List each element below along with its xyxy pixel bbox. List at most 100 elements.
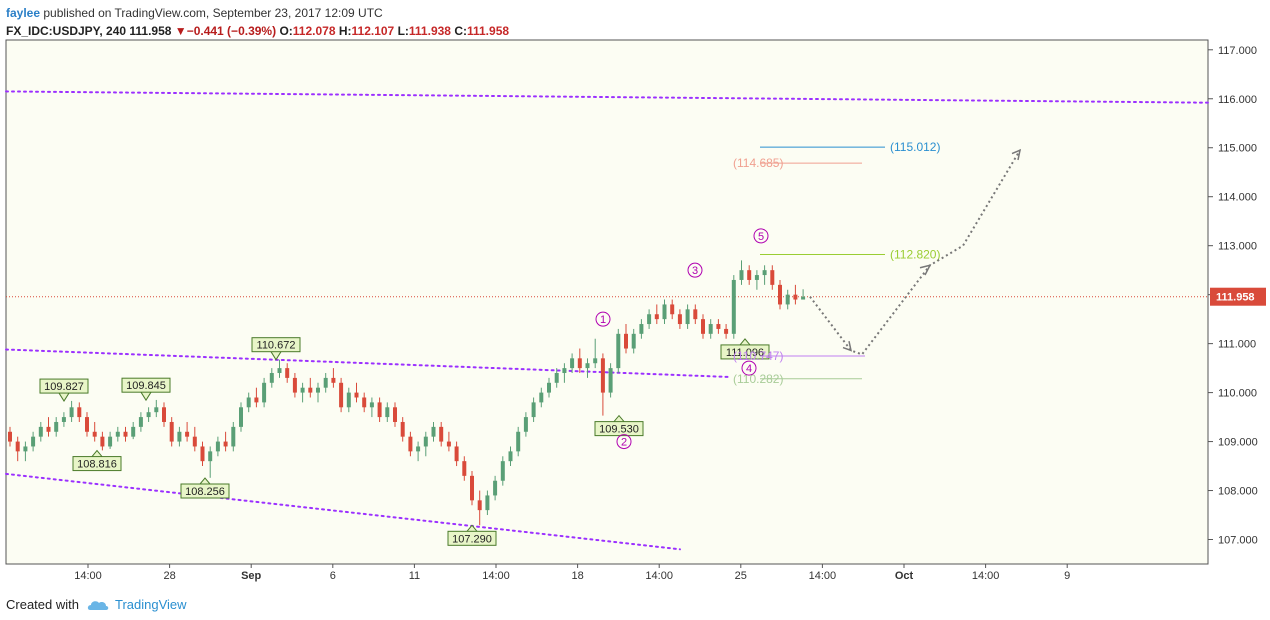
price-label-pointer: [739, 338, 751, 346]
middle-channel: [5, 348, 729, 378]
candle-body: [631, 333, 636, 349]
tradingview-logo[interactable]: TradingView: [87, 597, 187, 612]
plot-area[interactable]: [5, 39, 1209, 565]
candle-body: [400, 421, 405, 437]
chart-header: faylee published on TradingView.com, Sep…: [6, 4, 1270, 40]
projection-arrowhead: [1011, 148, 1022, 161]
candle-body: [600, 358, 605, 393]
candle-body: [254, 397, 259, 403]
x-tick-label: 11: [409, 570, 420, 582]
candle-body: [46, 426, 51, 432]
price-label: 109.827: [44, 381, 84, 393]
candle-body: [801, 296, 806, 300]
created-with-text: Created with: [6, 597, 79, 612]
x-tick-label: 18: [571, 570, 583, 582]
candle-body: [215, 441, 220, 452]
candle-body: [239, 407, 243, 427]
candle-body: [701, 319, 705, 334]
candle-body: [362, 397, 367, 408]
annotations: 109.827 109.845 108.816 108.256 110.672 107.2…: [39, 140, 1022, 546]
candle-body: [246, 397, 251, 408]
candle-body: [185, 431, 190, 437]
candle-body: [778, 284, 782, 305]
candle-body: [108, 436, 113, 447]
candle-body: [38, 426, 43, 437]
high-value: 112.107: [351, 24, 395, 38]
candle-body: [408, 436, 413, 452]
y-tick-label: 108.000: [1218, 486, 1258, 498]
y-tick-label: 107.000: [1218, 535, 1258, 547]
candle-body: [416, 446, 421, 452]
candle-body: [446, 441, 451, 447]
candle-body: [316, 387, 320, 393]
price-label: 111.096: [726, 347, 764, 359]
candle-body: [485, 495, 490, 511]
candle-body: [269, 373, 274, 383]
candle-body: [670, 304, 675, 315]
x-tick-label: 6: [330, 570, 336, 582]
candle-body: [231, 426, 236, 447]
candle-body: [616, 333, 621, 369]
candle-body: [762, 270, 767, 276]
candle-body: [647, 314, 652, 325]
candle-body: [593, 358, 598, 364]
candle-body: [747, 270, 752, 280]
wave-label: 4: [746, 363, 752, 375]
candle-body: [146, 412, 151, 418]
y-tick-label: 115.000: [1218, 143, 1257, 155]
candle-body: [708, 324, 713, 334]
candle-body: [608, 368, 613, 393]
author-name[interactable]: faylee: [6, 6, 41, 20]
candle-body: [516, 431, 521, 452]
x-tick-label: 14:00: [482, 570, 510, 582]
price-label-pointer: [270, 351, 282, 361]
close-value: 111.958: [466, 24, 510, 38]
candle-body: [15, 441, 20, 452]
candle-body: [292, 377, 297, 393]
price-label-box: [447, 530, 497, 546]
x-tick-label: 14:00: [645, 570, 673, 582]
candle-body: [624, 333, 628, 349]
y-tick-label: 111.000: [1218, 339, 1256, 351]
symbol-name[interactable]: FX_IDC:USDJPY, 240: [6, 24, 127, 38]
wave-label: 2: [621, 437, 627, 449]
price-label-pointer: [199, 477, 211, 485]
candle-body: [477, 500, 482, 511]
candle-body: [77, 407, 82, 418]
candles: [8, 260, 806, 526]
candle-body: [562, 368, 567, 374]
candle-body: [462, 461, 467, 476]
candle-body: [570, 358, 575, 369]
candle-body: [423, 436, 428, 447]
candle-body: [454, 446, 459, 462]
price-label: 107.290: [452, 533, 492, 545]
candle-body: [300, 387, 305, 393]
price-label-pointer: [613, 414, 625, 422]
open-label: O:: [279, 24, 293, 38]
candle-body: [724, 328, 729, 334]
candle-body: [577, 358, 582, 369]
projection-arrowhead: [842, 341, 853, 352]
wave-marker: [753, 228, 769, 244]
projection-arrowhead: [919, 264, 932, 276]
candle-body: [8, 431, 12, 442]
candle-body: [192, 436, 197, 447]
y-tick-label: 110.000: [1218, 388, 1257, 400]
x-tick-label: 25: [735, 570, 747, 582]
candle-body: [92, 431, 97, 437]
candle-body: [131, 426, 136, 437]
candle-body: [677, 314, 682, 325]
price-chart[interactable]: 109.827 109.845 108.816 108.256 110.672 107.2…: [0, 0, 1270, 590]
candle-body: [277, 368, 282, 374]
wave-marker: [741, 360, 757, 376]
candle-body: [61, 417, 66, 422]
footer: Created with TradingView: [6, 597, 187, 612]
target-label: (114.685): [733, 156, 783, 170]
y-tick-label: 117.000: [1218, 45, 1257, 57]
axes: 117.000116.000115.000114.000113.000112.0…: [74, 45, 1266, 582]
price-label: 109.845: [126, 380, 166, 392]
candle-body: [138, 417, 143, 427]
candle-body: [508, 451, 513, 462]
y-tick-label: 116.000: [1218, 94, 1257, 106]
candle-body: [493, 480, 498, 496]
